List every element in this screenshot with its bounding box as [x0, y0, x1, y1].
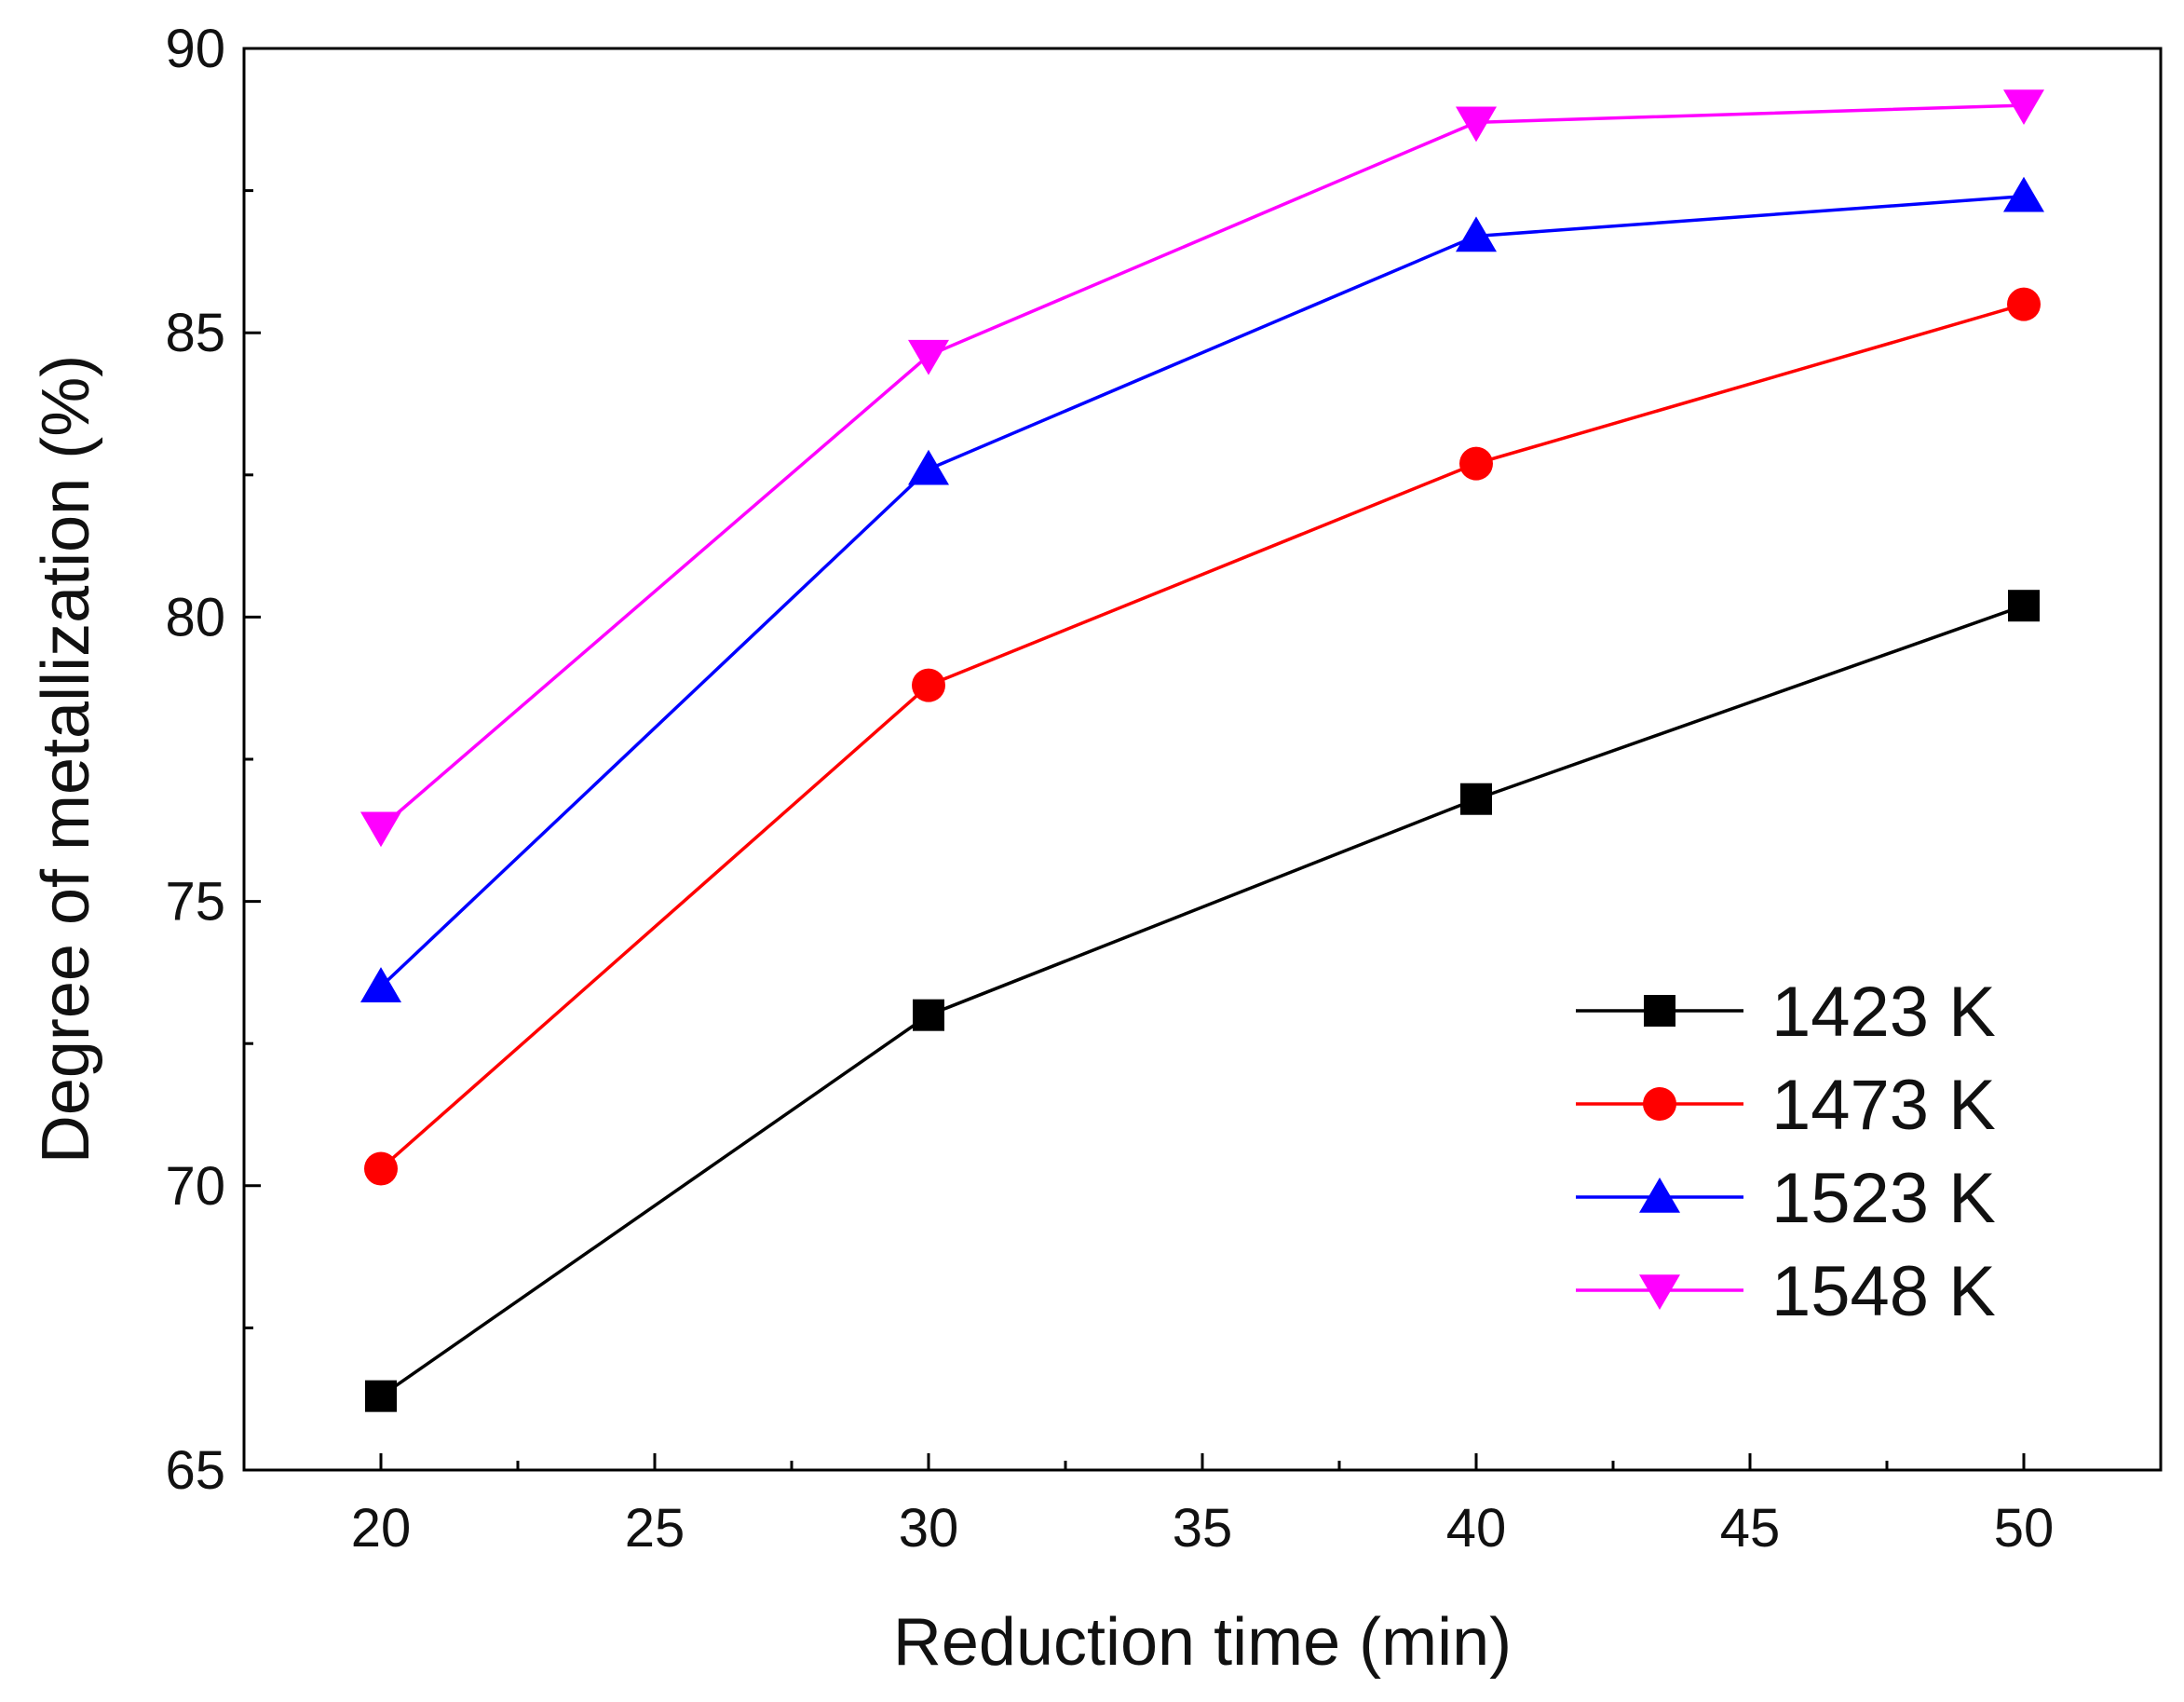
data-point [2008, 590, 2040, 622]
x-tick-label: 25 [625, 1498, 685, 1559]
y-axis-title: Degree of metallization (%) [29, 355, 103, 1164]
data-point [1456, 216, 1497, 252]
x-tick-label: 45 [1720, 1498, 1781, 1559]
y-tick-label: 80 [165, 587, 225, 647]
x-tick-label: 30 [899, 1498, 959, 1559]
legend-label: 1548 K [1771, 1252, 1996, 1331]
legend-marker [1639, 1178, 1680, 1213]
y-tick-label: 90 [165, 19, 225, 79]
y-axis: 65 70 75 80 85 90 [165, 19, 261, 1501]
y-tick-label: 85 [165, 303, 225, 363]
data-point [365, 1380, 397, 1412]
legend-label: 1473 K [1771, 1066, 1996, 1145]
legend-marker [1644, 995, 1675, 1027]
series-1 [364, 287, 2041, 1186]
x-tick-label: 35 [1173, 1498, 1233, 1559]
y-tick-label: 65 [165, 1440, 225, 1501]
data-point [1456, 106, 1497, 143]
legend-item: 1423 K [1576, 973, 1996, 1052]
series-0 [365, 590, 2040, 1412]
y-tick-label: 75 [165, 872, 225, 933]
series-2 [360, 176, 2044, 1002]
series-line [379, 194, 2025, 988]
legend-item: 1548 K [1576, 1252, 1996, 1331]
y-tick-label: 70 [165, 1156, 225, 1217]
series-layer [360, 89, 2044, 1412]
legend-label: 1423 K [1771, 973, 1996, 1052]
data-point [913, 999, 944, 1031]
legend-label: 1523 K [1771, 1159, 1996, 1238]
x-tick-label: 50 [1994, 1498, 2055, 1559]
data-point [364, 1151, 398, 1186]
data-point [2003, 176, 2044, 212]
data-point [908, 339, 949, 375]
legend-marker [1643, 1087, 1676, 1121]
series-line [379, 302, 2025, 1170]
data-point [2007, 287, 2041, 321]
x-axis: 20 25 30 35 40 45 50 [351, 1453, 2055, 1559]
legend-item: 1523 K [1576, 1159, 1996, 1238]
data-point [360, 967, 401, 1002]
data-point [908, 449, 949, 485]
series-line [379, 103, 2025, 829]
data-point [1459, 446, 1493, 481]
data-point [1460, 783, 1492, 815]
data-point [2003, 89, 2044, 126]
x-axis-title: Reduction time (min) [893, 1605, 1512, 1680]
legend-item: 1473 K [1576, 1066, 1996, 1145]
data-point [912, 668, 945, 702]
series-3 [360, 89, 2044, 848]
x-tick-label: 20 [351, 1498, 412, 1559]
series-line [380, 604, 2025, 1398]
data-point [360, 811, 401, 848]
x-tick-label: 40 [1446, 1498, 1507, 1559]
legend-marker [1639, 1274, 1680, 1310]
legend: 1423 K 1473 K 1523 K 1548 K [1576, 973, 1996, 1331]
